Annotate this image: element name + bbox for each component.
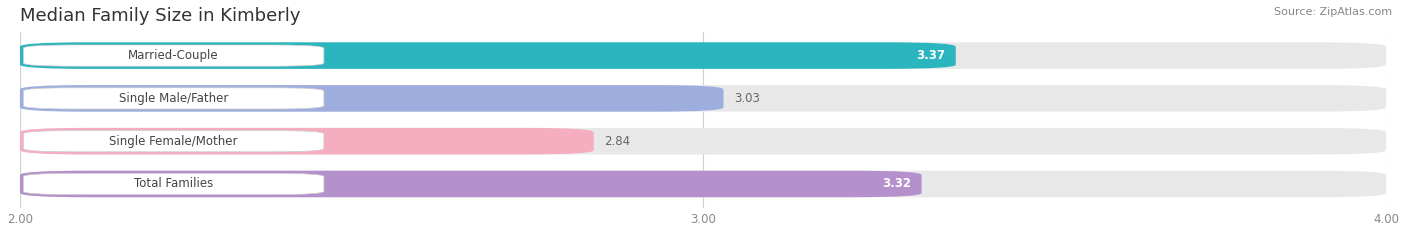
Text: Median Family Size in Kimberly: Median Family Size in Kimberly xyxy=(20,7,301,25)
FancyBboxPatch shape xyxy=(20,85,724,112)
FancyBboxPatch shape xyxy=(20,42,1386,69)
FancyBboxPatch shape xyxy=(20,128,593,154)
Text: 3.03: 3.03 xyxy=(734,92,759,105)
Text: Single Female/Mother: Single Female/Mother xyxy=(110,135,238,148)
FancyBboxPatch shape xyxy=(20,171,921,197)
Text: 3.37: 3.37 xyxy=(917,49,945,62)
FancyBboxPatch shape xyxy=(20,85,1386,112)
Text: 3.32: 3.32 xyxy=(883,178,911,190)
Text: 2.84: 2.84 xyxy=(605,135,630,148)
FancyBboxPatch shape xyxy=(24,173,323,195)
Text: Single Male/Father: Single Male/Father xyxy=(120,92,228,105)
Text: Source: ZipAtlas.com: Source: ZipAtlas.com xyxy=(1274,7,1392,17)
Text: Married-Couple: Married-Couple xyxy=(128,49,219,62)
FancyBboxPatch shape xyxy=(24,88,323,109)
FancyBboxPatch shape xyxy=(20,171,1386,197)
FancyBboxPatch shape xyxy=(24,45,323,66)
Text: Total Families: Total Families xyxy=(134,178,214,190)
FancyBboxPatch shape xyxy=(24,130,323,152)
FancyBboxPatch shape xyxy=(20,128,1386,154)
FancyBboxPatch shape xyxy=(20,42,956,69)
